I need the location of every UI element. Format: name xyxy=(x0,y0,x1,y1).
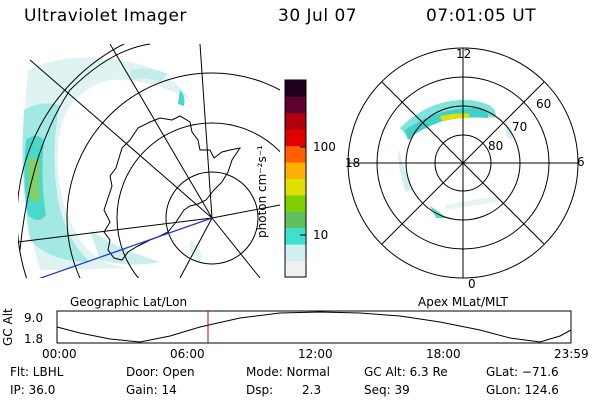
meridian-lines xyxy=(18,44,280,278)
dsp-value: 2.3 xyxy=(302,383,322,397)
earth-limb xyxy=(19,43,151,251)
instrument-title: Ultraviolet Imager xyxy=(24,6,187,26)
altitude-ylabel: GC Alt xyxy=(1,308,15,346)
geographic-image xyxy=(18,44,280,278)
orbit-track xyxy=(39,217,213,278)
colorbar-tick-label-100: 100 xyxy=(313,140,336,154)
gc-alt-readout: GC Alt: 6.3 Re xyxy=(364,365,448,379)
left-panel-caption: Geographic Lat/Lon xyxy=(70,295,188,309)
colorbar-band xyxy=(285,96,306,114)
colorbar-tick-label-10: 10 xyxy=(313,228,329,242)
mode-readout: Mode: Normal xyxy=(246,365,330,379)
coastline xyxy=(103,115,242,261)
glat-readout: GLat: −71.6 xyxy=(486,365,559,379)
altitude-ytick-9: 9.0 xyxy=(24,311,44,325)
ip-readout: IP: 36.0 xyxy=(10,383,56,397)
altitude-xtick-0: 00:00 xyxy=(42,347,77,361)
glon-readout: GLon: 124.6 xyxy=(486,383,559,397)
polar-grid xyxy=(347,47,579,279)
colorbar-band xyxy=(285,162,306,179)
altitude-xtick-3: 18:00 xyxy=(426,347,461,361)
mlt-label-0: 0 xyxy=(468,277,476,291)
right-panel-caption: Apex MLat/MLT xyxy=(418,295,508,309)
dsp-label: Dsp: xyxy=(246,383,274,397)
polar-image xyxy=(398,99,513,218)
colorbar-band xyxy=(285,112,306,130)
colorbar-band xyxy=(285,80,306,97)
colorbar-band xyxy=(285,145,306,163)
date-label: 30 Jul 07 xyxy=(278,6,358,26)
colorbar-band xyxy=(285,244,306,262)
colorbar-band xyxy=(285,260,306,278)
mlt-label-6: 6 xyxy=(577,155,585,169)
door-readout: Door: Open xyxy=(126,365,195,379)
colorbar-band xyxy=(285,194,306,212)
lat-label-70: 70 xyxy=(512,120,528,134)
lat-label-80: 80 xyxy=(488,139,504,153)
colorbar-frame xyxy=(284,79,307,278)
colorbar-band xyxy=(285,227,306,245)
time-label: 07:01:05 UT xyxy=(426,6,537,26)
altitude-xtick-4: 23:59 xyxy=(554,347,589,361)
altitude-plot-frame xyxy=(56,310,572,344)
filter-readout: Flt: LBHL xyxy=(10,365,64,379)
colorbar-band xyxy=(285,129,306,147)
gain-readout: Gain: 14 xyxy=(126,383,177,397)
altitude-curve xyxy=(56,311,572,343)
mlt-label-18: 18 xyxy=(345,156,361,170)
altitude-xtick-1: 06:00 xyxy=(170,347,205,361)
seq-readout: Seq: 39 xyxy=(364,383,410,397)
auroral-emission-left xyxy=(21,57,202,270)
mlt-label-12: 12 xyxy=(456,47,472,61)
altitude-xtick-2: 12:00 xyxy=(298,347,333,361)
altitude-ytick-1.8: 1.8 xyxy=(24,332,44,346)
lat-label-60: 60 xyxy=(536,97,552,111)
colorbar-band xyxy=(285,211,306,229)
colorbar xyxy=(285,80,306,278)
latitude-circles xyxy=(18,44,280,278)
colorbar-band xyxy=(285,178,306,196)
colorbar-label: photon cm⁻²s⁻¹ xyxy=(255,145,269,238)
